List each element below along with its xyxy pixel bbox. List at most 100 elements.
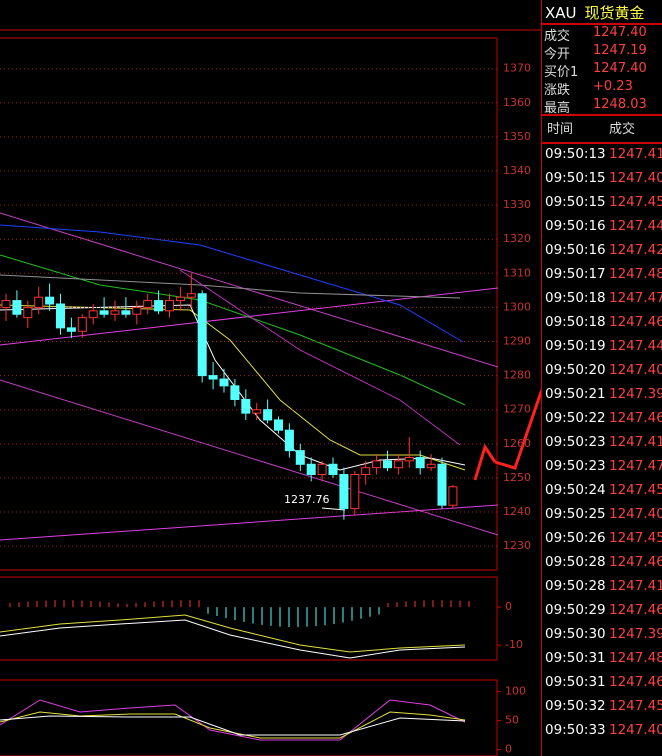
chart-area: 1237.76 1230 1240 1250 1260 1270 1280 1290 1300… <box>0 29 541 756</box>
kdj-frame <box>0 679 498 756</box>
trade-price: 1247.44 <box>609 338 662 354</box>
y-tick-label: 1250 <box>503 471 531 484</box>
candle-body <box>154 300 164 312</box>
y-tick-label: 1230 <box>503 539 531 552</box>
y-tick-label: 0 <box>505 743 512 756</box>
trade-time: 09:50:13 <box>545 146 606 162</box>
quote-value: 1247.40 <box>593 61 647 76</box>
trade-time: 09:50:15 <box>545 194 606 210</box>
kdj-line <box>0 715 466 736</box>
channel-line <box>0 379 499 536</box>
trade-price: 1247.48 <box>609 650 662 666</box>
trade-time: 09:50:31 <box>545 674 606 690</box>
trade-time: 09:50:16 <box>545 242 606 258</box>
candle-body <box>12 300 22 315</box>
trade-time: 09:50:15 <box>545 170 606 186</box>
macd-line <box>0 614 466 653</box>
candle-body <box>88 310 98 319</box>
candle-body <box>295 450 305 465</box>
quote-value: 1247.19 <box>593 43 647 58</box>
candle-body <box>208 375 218 380</box>
candle-body <box>306 463 316 476</box>
trade-price: 1247.48 <box>609 266 662 282</box>
macd-line <box>0 619 466 659</box>
trade-price: 1247.47 <box>609 458 662 474</box>
y-tick-label: 1260 <box>503 437 531 450</box>
trade-time: 09:50:18 <box>545 290 606 306</box>
y-tick-label: 1270 <box>503 403 531 416</box>
quote-value: 1248.03 <box>593 97 647 112</box>
candle-body <box>197 293 207 377</box>
candle-body <box>143 300 153 308</box>
arrows <box>473 388 541 481</box>
candle-body <box>274 419 283 431</box>
y-tick-label: 1280 <box>503 369 531 382</box>
candle-body <box>328 463 338 476</box>
trade-price: 1247.40 <box>609 506 662 522</box>
candle-body <box>437 463 447 506</box>
candle-body <box>99 310 109 315</box>
kdj-line <box>0 699 466 741</box>
candle-body <box>393 460 403 469</box>
candle-body <box>121 310 131 315</box>
candle-body <box>219 378 229 387</box>
candle-body <box>175 296 185 302</box>
quote-label: 涨跌 <box>544 83 571 98</box>
candle-body <box>361 467 371 476</box>
candle-body <box>132 306 142 315</box>
candle-body <box>383 460 392 469</box>
y-tick-label: 1350 <box>503 130 531 143</box>
arrow <box>473 443 497 481</box>
candle-body <box>339 474 349 510</box>
trade-price: 1247.40 <box>609 170 662 186</box>
y-tick-label: 50 <box>505 714 519 727</box>
candle-body <box>186 293 196 298</box>
separator <box>542 23 662 25</box>
quote-panel: XAU 现货黄金 成交 1247.40 今开 1247.19 买价1 1247.40 涨跌 +0.… <box>541 0 662 756</box>
ma-line <box>0 224 464 343</box>
trade-price: 1247.41 <box>609 578 662 594</box>
trade-time: 09:50:28 <box>545 578 606 594</box>
candle-body <box>66 327 76 332</box>
candle-body <box>415 456 425 469</box>
trade-time: 09:50:18 <box>545 314 606 330</box>
trade-price: 1247.41 <box>609 146 662 162</box>
candle-body <box>23 306 33 319</box>
candle-body <box>45 296 55 305</box>
candle-body <box>372 460 382 469</box>
trade-price: 1247.45 <box>609 530 662 546</box>
price-frame <box>0 37 498 571</box>
trade-time: 09:50:33 <box>545 722 606 738</box>
trades-time-header: 时间 <box>547 122 574 137</box>
quote-value: +0.23 <box>593 79 633 94</box>
y-tick-label: 0 <box>505 600 512 613</box>
candle-body <box>263 409 273 421</box>
trade-price: 1247.41 <box>609 434 662 450</box>
y-tick-label: 1360 <box>503 96 531 109</box>
trade-time: 09:50:25 <box>545 506 606 522</box>
macd-frame <box>0 576 498 661</box>
arrow <box>494 394 541 470</box>
trade-price: 1247.44 <box>609 218 662 234</box>
trade-time: 09:50:32 <box>545 698 606 714</box>
quote-label: 今开 <box>544 47 571 62</box>
symbol-name: 现货黄金 <box>584 4 645 22</box>
y-tick-label: 1330 <box>503 198 531 211</box>
candle-body <box>110 310 120 315</box>
y-tick-label: 1320 <box>503 232 531 245</box>
y-tick-label: -10 <box>505 638 523 651</box>
candle-body <box>252 409 262 414</box>
trade-time: 09:50:23 <box>545 458 606 474</box>
trade-time: 09:50:23 <box>545 434 606 450</box>
trade-time: 09:50:22 <box>545 410 606 426</box>
y-tick-label: 1240 <box>503 505 531 518</box>
quote-value: 1247.40 <box>593 25 647 40</box>
trade-price: 1247.39 <box>609 626 662 642</box>
trade-time: 09:50:20 <box>545 362 606 378</box>
candle-body <box>426 463 436 469</box>
candle-body <box>1 300 11 308</box>
trade-price: 1247.40 <box>609 362 662 378</box>
annotation-pointer <box>321 507 346 511</box>
trade-price: 1247.42 <box>609 242 662 258</box>
quote-label: 买价1 <box>544 65 579 80</box>
